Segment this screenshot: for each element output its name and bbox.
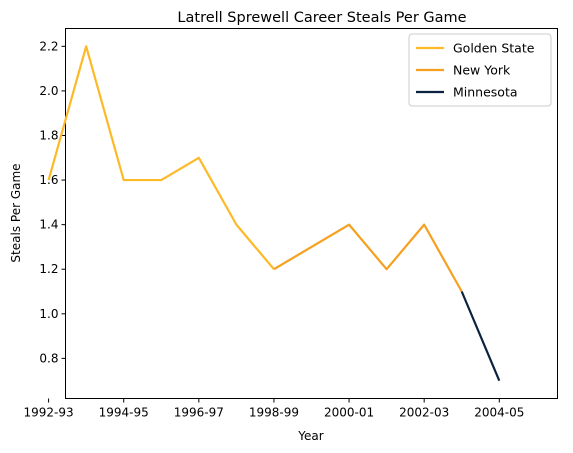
y-tick-label: 0.8 — [39, 351, 58, 365]
legend-entry: New York — [453, 63, 511, 78]
series-lines — [47, 45, 501, 382]
x-tick-label: 1996-97 — [174, 406, 224, 420]
x-tick-label: 2000-01 — [324, 406, 374, 420]
y-tick-label: 1.8 — [39, 128, 58, 142]
y-tick-label: 1.2 — [39, 262, 58, 276]
x-tick-label: 1998-99 — [249, 406, 299, 420]
series-line-golden-state — [47, 45, 275, 270]
x-tick-label: 2004-05 — [474, 406, 524, 420]
plot-area — [65, 28, 558, 399]
chart-title: Latrell Sprewell Career Steals Per Game — [177, 10, 466, 26]
y-axis-label: Steals Per Game — [9, 163, 23, 262]
x-axis-ticks: 1992-93 1994-95 1996-97 1998-99 2000-01 2002-… — [24, 398, 524, 420]
y-tick-label: 2.2 — [39, 39, 58, 53]
legend-entry: Minnesota — [453, 85, 518, 100]
y-tick-label: 1.4 — [39, 218, 58, 232]
x-tick-label: 1992-93 — [24, 406, 74, 420]
x-axis-label: Year — [297, 429, 323, 443]
y-tick-label: 1.0 — [39, 307, 58, 321]
y-tick-label: 2.0 — [39, 84, 58, 98]
legend: Golden State New York Minnesota — [408, 33, 552, 107]
legend-box — [408, 33, 552, 107]
series-line-new-york — [273, 223, 463, 293]
legend-entry: Golden State — [453, 41, 535, 56]
series-line-minnesota — [460, 291, 501, 382]
x-tick-label: 2002-03 — [399, 406, 449, 420]
x-tick-label: 1994-95 — [99, 406, 149, 420]
y-axis-ticks: 0.81.01.21.41.61.82.02.2 — [39, 39, 66, 365]
